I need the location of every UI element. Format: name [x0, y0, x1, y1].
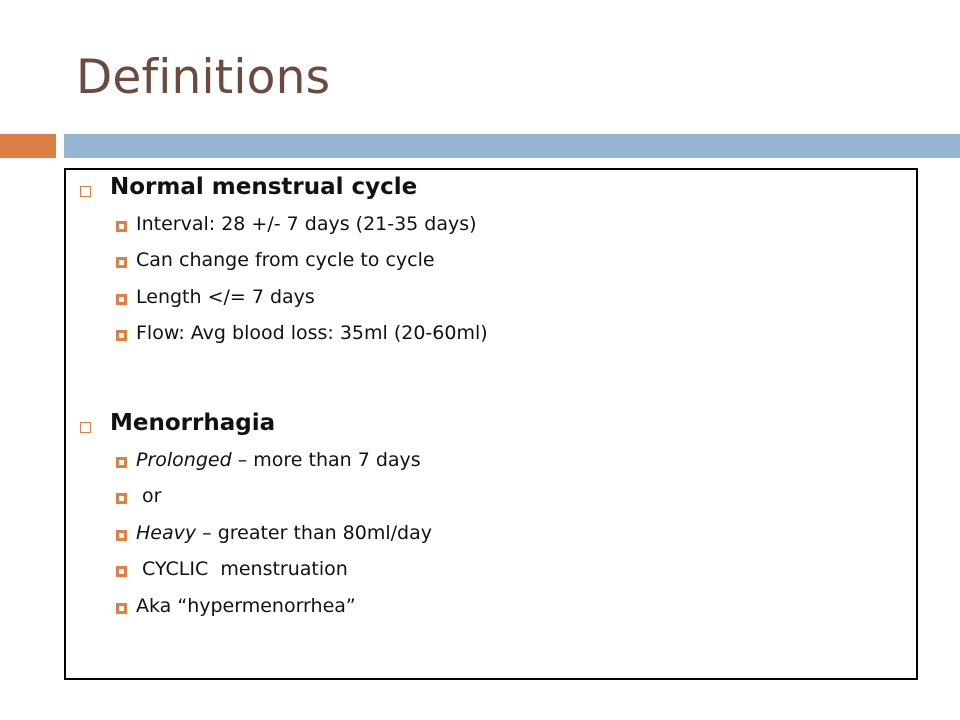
list-item: CYCLIC menstruation [66, 557, 916, 593]
accent-bar-orange [0, 134, 56, 158]
list-item-text: Length </= 7 days [136, 285, 315, 308]
accent-bar-blue [64, 134, 960, 158]
section-normal-menstrual-cycle: Normal menstrual cycle Interval: 28 +/- … [66, 172, 916, 358]
list-item: Flow: Avg blood loss: 35ml (20-60ml) [66, 321, 916, 357]
sub-bullet-list: Interval: 28 +/- 7 days (21-35 days) Can… [66, 212, 916, 358]
list-item: Heavy – greater than 80ml/day [66, 521, 916, 557]
list-item: Interval: 28 +/- 7 days (21-35 days) [66, 212, 916, 248]
section-heading-row: Normal menstrual cycle [66, 172, 916, 212]
list-item-text: Heavy – greater than 80ml/day [136, 521, 432, 544]
framed-square-icon [116, 457, 127, 468]
section-heading: Normal menstrual cycle [110, 174, 418, 200]
emphasis-text: Heavy [136, 521, 197, 544]
list-item: or [66, 484, 916, 520]
list-item-text: Interval: 28 +/- 7 days (21-35 days) [136, 213, 477, 235]
framed-square-icon [116, 293, 127, 305]
hollow-square-icon [80, 422, 91, 433]
section-heading-row: Menorrhagia [66, 408, 916, 448]
framed-square-icon [116, 493, 127, 505]
list-item-text: Aka “hypermenorrhea” [136, 594, 356, 617]
list-item: Can change from cycle to cycle [66, 248, 916, 284]
framed-square-icon [116, 602, 127, 614]
list-item-text: Flow: Avg blood loss: 35ml (20-60ml) [136, 322, 488, 345]
list-item-text: Can change from cycle to cycle [136, 249, 435, 272]
framed-square-icon [116, 529, 127, 541]
list-item-text: CYCLIC menstruation [136, 558, 348, 581]
framed-square-icon [116, 330, 127, 342]
hollow-square-icon [80, 186, 91, 197]
framed-square-icon [116, 257, 127, 269]
list-item-text: Prolonged – more than 7 days [136, 449, 421, 471]
section-menorrhagia: Menorrhagia Prolonged – more than 7 days… [66, 408, 916, 630]
list-item: Prolonged – more than 7 days [66, 448, 916, 484]
content-box: Normal menstrual cycle Interval: 28 +/- … [64, 168, 918, 680]
sub-bullet-list: Prolonged – more than 7 days or Heavy – … [66, 448, 916, 630]
list-item-text: or [136, 485, 162, 508]
list-item: Aka “hypermenorrhea” [66, 594, 916, 630]
emphasis-text: Prolonged [136, 449, 232, 471]
framed-square-icon [116, 221, 127, 232]
slide-title: Definitions [76, 50, 331, 105]
framed-square-icon [116, 566, 127, 578]
list-item: Length </= 7 days [66, 285, 916, 321]
section-heading: Menorrhagia [110, 410, 276, 436]
